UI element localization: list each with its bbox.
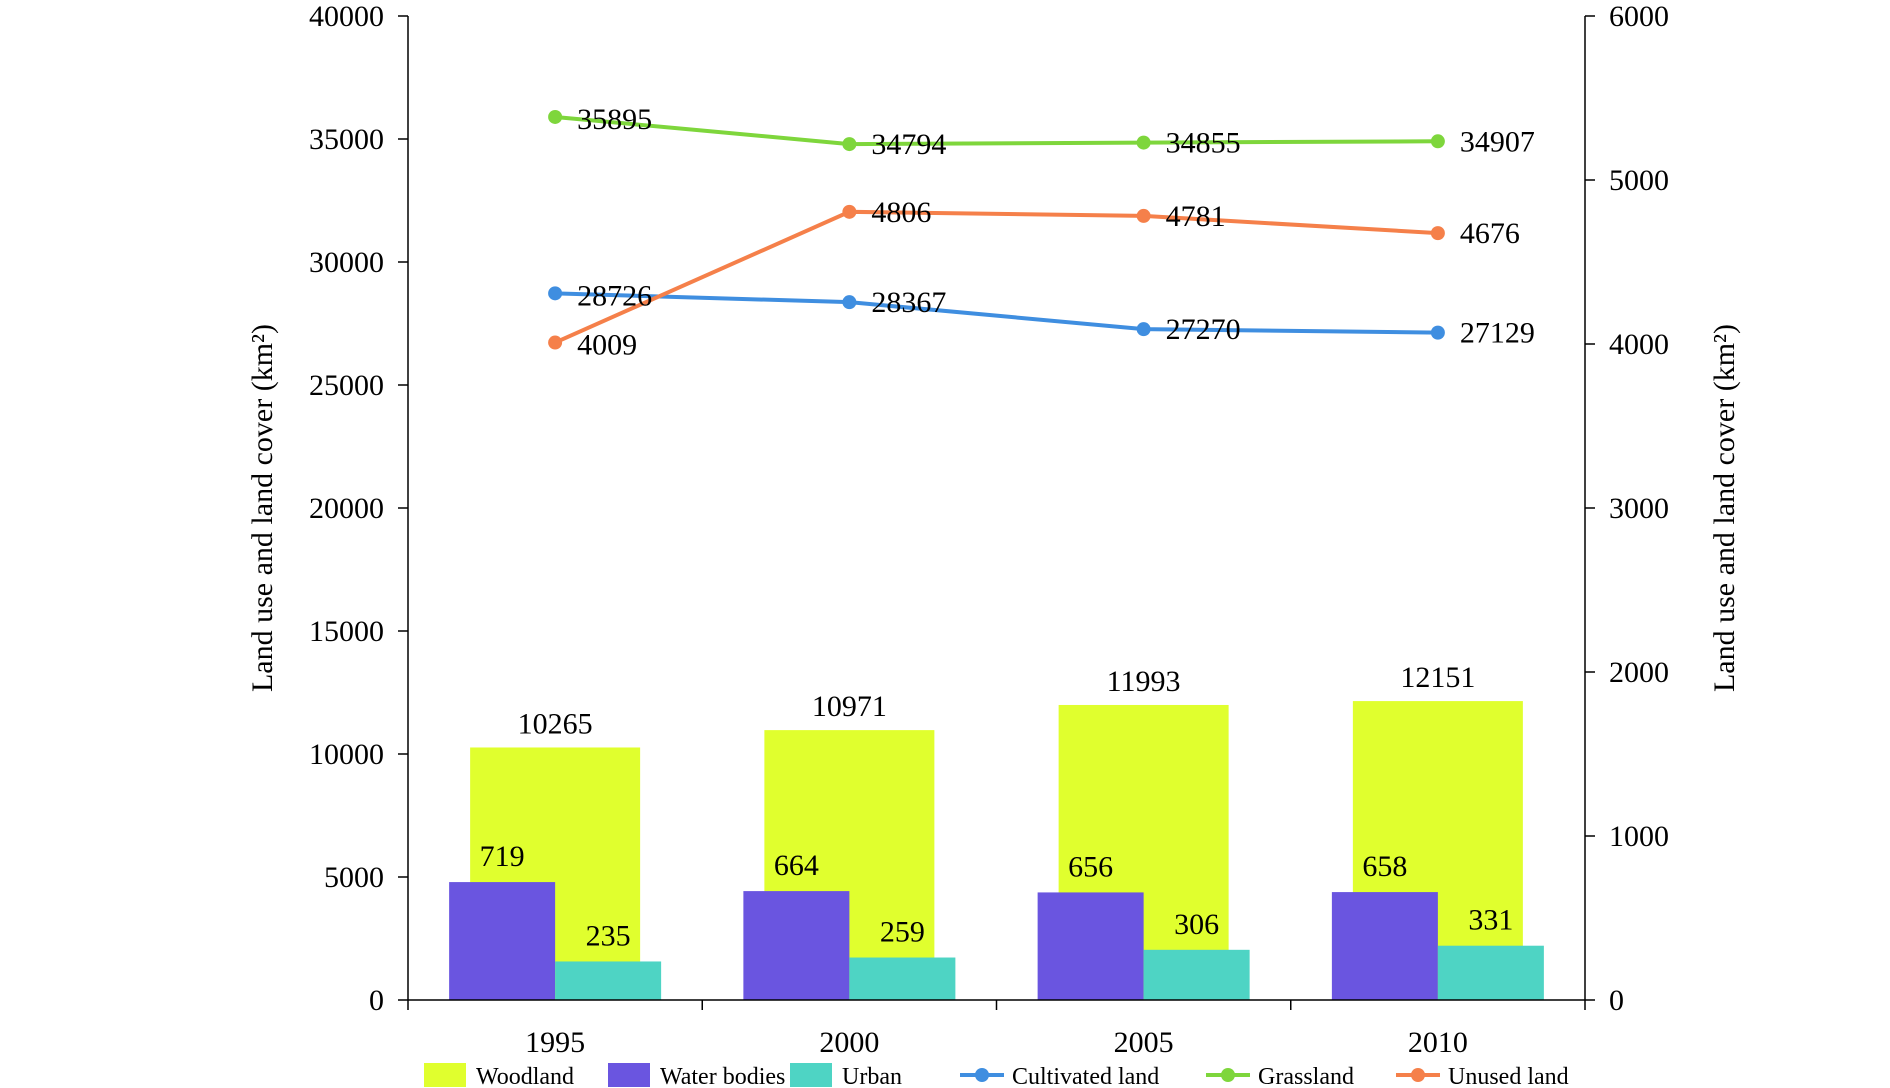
label-urban-2000: 259 (880, 916, 925, 949)
label-grassland-1995: 35895 (577, 103, 652, 136)
label-woodland-2005: 11993 (1107, 665, 1181, 698)
label-urban-2005: 306 (1174, 908, 1219, 941)
left-tick-label: 5000 (324, 861, 384, 894)
label-urban-2010: 331 (1468, 904, 1513, 937)
bar-water-bodies-2010 (1331, 892, 1438, 1000)
bar-urban-2010 (1437, 945, 1544, 1000)
label-water-bodies-2005: 656 (1068, 850, 1113, 883)
legend-label-water-bodies: Water bodies (660, 1064, 785, 1088)
left-tick-label: 25000 (309, 369, 384, 402)
point-unused-land-2010 (1430, 226, 1445, 241)
point-grassland-2000 (842, 137, 857, 152)
label-cultivated-land-2010: 27129 (1460, 317, 1535, 350)
label-woodland-2000: 10971 (812, 690, 887, 723)
legend-marker-unused-land (1411, 1068, 1425, 1082)
legend-label-urban: Urban (842, 1064, 902, 1088)
point-unused-land-1995 (548, 335, 563, 350)
label-grassland-2005: 34855 (1166, 127, 1241, 160)
point-cultivated-land-2000 (842, 295, 857, 310)
point-grassland-2010 (1430, 134, 1445, 149)
right-tick-label: 1000 (1609, 820, 1669, 853)
legend-swatch-water-bodies (608, 1063, 650, 1087)
label-unused-land-2000: 4806 (871, 196, 931, 229)
label-water-bodies-1995: 719 (480, 840, 525, 873)
point-cultivated-land-1995 (548, 286, 563, 301)
point-unused-land-2005 (1136, 208, 1151, 223)
axes-layer: 0500010000150002000025000300003500040000… (246, 0, 1741, 1059)
right-axis-title: Land use and land cover (km²) (1708, 324, 1741, 692)
right-tick-label: 2000 (1609, 656, 1669, 689)
legend-swatch-urban (790, 1063, 832, 1087)
left-tick-label: 10000 (309, 738, 384, 771)
bar-urban-2000 (849, 957, 956, 1000)
legend-marker-cultivated-land (975, 1068, 989, 1082)
left-axis-title: Land use and land cover (km²) (246, 324, 279, 692)
left-tick-label: 0 (369, 984, 384, 1017)
legend-swatch-woodland (424, 1063, 466, 1087)
point-grassland-2005 (1136, 135, 1151, 150)
left-tick-label: 20000 (309, 492, 384, 525)
right-tick-label: 4000 (1609, 328, 1669, 361)
right-tick-label: 0 (1609, 984, 1624, 1017)
left-tick-label: 15000 (309, 615, 384, 648)
label-water-bodies-2000: 664 (774, 849, 819, 882)
bar-water-bodies-2000 (743, 891, 850, 1000)
x-tick-label: 1995 (525, 1026, 585, 1059)
label-grassland-2000: 34794 (871, 128, 946, 161)
line-cultivated-land (555, 291, 1438, 335)
legend-label-woodland: Woodland (476, 1064, 574, 1088)
right-tick-label: 5000 (1609, 164, 1669, 197)
legend-label-unused-land: Unused land (1448, 1064, 1569, 1088)
x-tick-label: 2005 (1114, 1026, 1174, 1059)
right-tick-label: 6000 (1609, 0, 1669, 33)
bar-urban-2005 (1143, 949, 1250, 1000)
legend-label-cultivated-land: Cultivated land (1012, 1064, 1159, 1088)
left-tick-label: 35000 (309, 123, 384, 156)
x-tick-label: 2000 (819, 1026, 879, 1059)
bar-water-bodies-1995 (449, 882, 556, 1000)
label-woodland-1995: 10265 (518, 707, 593, 740)
lines-layer (548, 109, 1445, 350)
label-urban-1995: 235 (586, 919, 631, 952)
legend-label-grassland: Grassland (1258, 1064, 1354, 1088)
label-water-bodies-2010: 658 (1362, 850, 1407, 883)
legend: Woodland Water bodies Urban Cultivated land… (424, 1063, 1569, 1088)
x-tick-label: 2010 (1408, 1026, 1468, 1059)
bars-layer (449, 701, 1544, 1000)
label-cultivated-land-1995: 28726 (577, 279, 652, 312)
legend-marker-grassland (1221, 1068, 1235, 1082)
bar-urban-1995 (555, 961, 662, 1000)
point-unused-land-2000 (842, 204, 857, 219)
line-grassland (554, 114, 1438, 147)
line-unused-land (554, 209, 1438, 345)
right-tick-label: 3000 (1609, 492, 1669, 525)
label-unused-land-2010: 4676 (1460, 217, 1520, 250)
label-woodland-2010: 12151 (1400, 661, 1475, 694)
label-cultivated-land-2005: 27270 (1166, 313, 1241, 346)
point-grassland-1995 (548, 109, 563, 124)
data-labels-layer: 10265 10971 11993 12151 719 664 656 658 235 259 30… (480, 103, 1535, 952)
label-cultivated-land-2000: 28367 (871, 286, 946, 319)
point-cultivated-land-2005 (1136, 322, 1151, 337)
label-unused-land-2005: 4781 (1166, 200, 1226, 233)
label-unused-land-1995: 4009 (577, 329, 637, 362)
left-tick-label: 40000 (309, 0, 384, 33)
left-tick-label: 30000 (309, 246, 384, 279)
label-grassland-2010: 34907 (1460, 125, 1535, 158)
bar-water-bodies-2005 (1037, 892, 1144, 1000)
point-cultivated-land-2010 (1430, 325, 1445, 340)
